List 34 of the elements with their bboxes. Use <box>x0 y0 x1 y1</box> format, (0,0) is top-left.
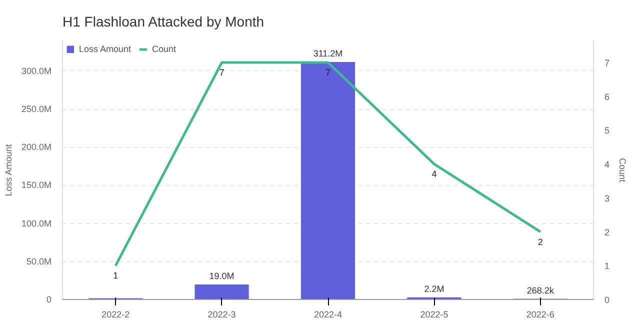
y2-tick-label: 3 <box>604 193 610 204</box>
legend-label: Loss Amount <box>79 44 132 54</box>
y-tick-label: 300.0M <box>21 66 52 76</box>
y2-axis-title: Count <box>618 158 628 183</box>
y-tick-label: 150.0M <box>21 180 52 190</box>
x-tick-label: 2022-3 <box>208 310 236 320</box>
y2-tick-label: 2 <box>604 227 610 238</box>
data-label: 19.0M <box>209 271 234 282</box>
data-label: 2.2M <box>424 284 444 294</box>
y2-tick-label: 1 <box>604 261 610 272</box>
data-label: 268.2k <box>526 285 554 296</box>
x-tick-label: 2022-5 <box>420 310 448 320</box>
data-label: 7 <box>325 68 331 78</box>
y-tick-label: 200.0M <box>21 142 52 152</box>
y2-tick-label: 4 <box>604 160 610 170</box>
data-label: 4 <box>432 169 437 180</box>
y-tick-label: 250.0M <box>21 104 52 114</box>
data-label: 2 <box>538 236 543 247</box>
y-tick-label: 50.0M <box>26 256 52 266</box>
y-tick-label: 100.0M <box>21 218 52 228</box>
data-label: 1 <box>113 270 118 281</box>
data-label: 311.2M <box>313 48 343 58</box>
chart-title: H1 Flashloan Attacked by Month <box>62 14 264 30</box>
data-label: 7 <box>219 68 224 78</box>
y-axis-title: Loss Amount <box>3 144 14 196</box>
legend-label: Count <box>152 44 176 54</box>
y2-tick-label: 6 <box>604 92 610 102</box>
x-tick-label: 2022-2 <box>102 310 130 320</box>
y2-tick-label: 7 <box>604 58 610 68</box>
x-tick-label: 2022-4 <box>314 310 342 320</box>
y2-tick-label: 0 <box>604 295 610 305</box>
y-tick-label: 0 <box>46 294 52 304</box>
y2-tick-label: 5 <box>604 126 610 136</box>
x-tick-label: 2022-6 <box>526 310 554 320</box>
